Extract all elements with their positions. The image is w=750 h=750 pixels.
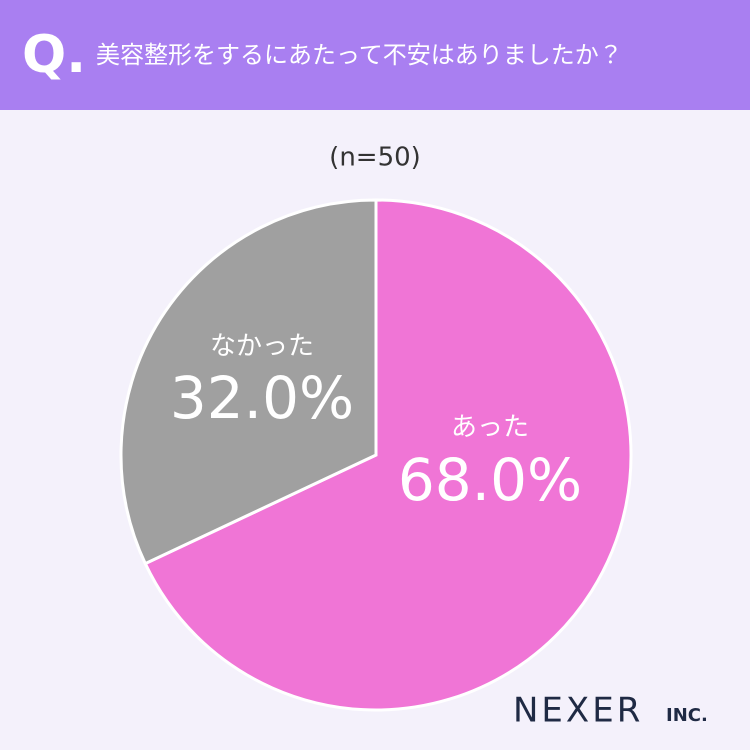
pie <box>119 198 633 712</box>
brand-suffix: INC. <box>666 705 708 726</box>
question-marker: Q. <box>22 25 86 85</box>
slice-value-label: 68.0% <box>398 446 582 514</box>
slice-category: あった <box>451 413 529 443</box>
question-title: 美容整形をするにあたって不安はありましたか？ <box>96 41 623 69</box>
pie-slice <box>143 198 633 712</box>
header-band <box>0 0 750 110</box>
sample-size: (n=50) <box>329 143 421 173</box>
slice-value-label: 32.0% <box>170 364 354 432</box>
slice-category: なかった <box>210 332 314 362</box>
brand-name: NEXER <box>513 691 643 731</box>
pie-slice <box>119 198 378 566</box>
